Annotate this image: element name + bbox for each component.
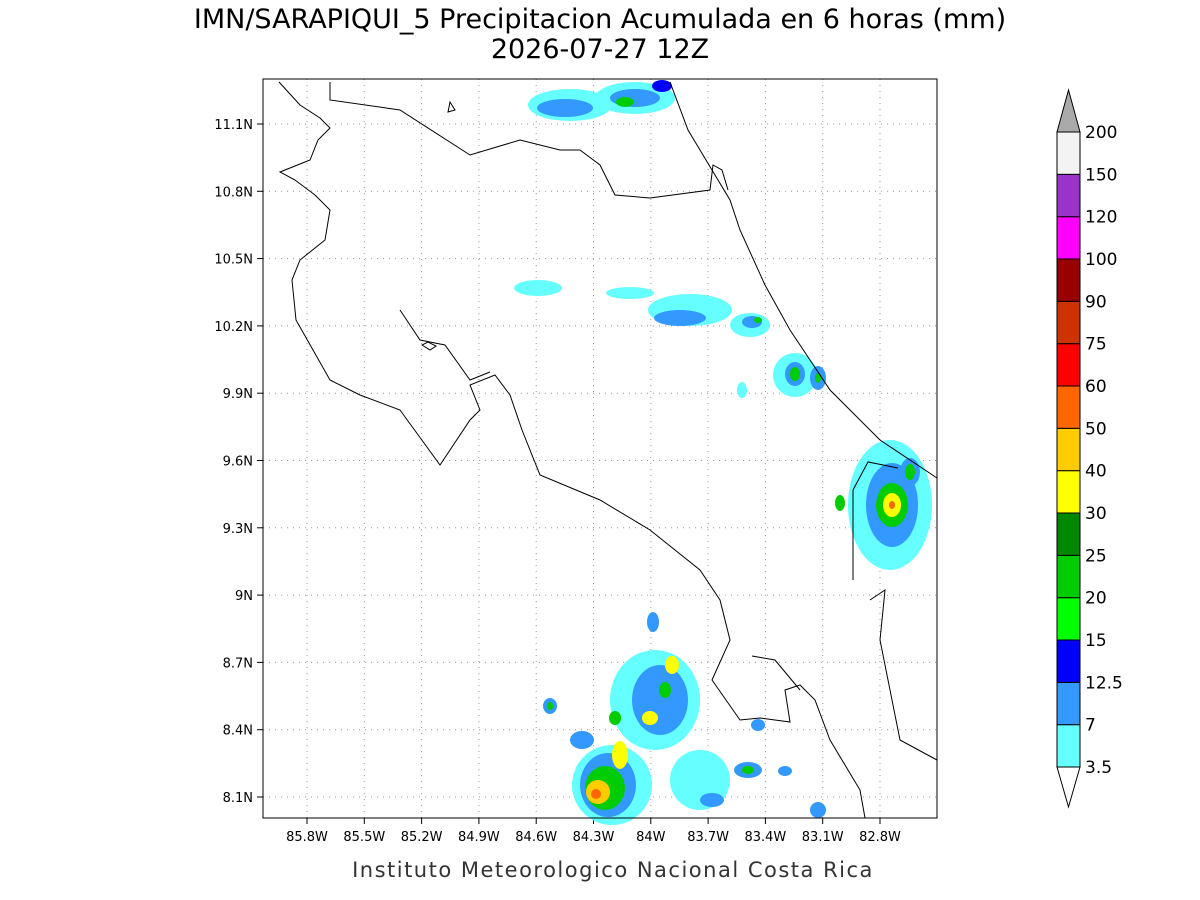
lon-tick-label: 85.8W (286, 830, 328, 845)
colorbar-label: 75 (1085, 335, 1107, 355)
lon-tick-label: 84.6W (515, 830, 557, 845)
title: IMN/SARAPIQUI_5 Precipitacion Acumulada … (194, 4, 1006, 35)
colorbar-box (1056, 681, 1081, 726)
colorbar-box (1056, 131, 1081, 175)
colorbar-box (1056, 512, 1081, 556)
colorbar-label: 25 (1085, 546, 1107, 566)
lon-tick-label: 83.4W (744, 830, 786, 845)
lon-tick-label: 83.7W (687, 830, 729, 845)
footer: Instituto Meteorologico Nacional Costa R… (352, 858, 874, 882)
lat-tick-label: 10.2N (214, 320, 253, 335)
subtitle: 2026-07-27 12Z (491, 34, 709, 65)
colorbar-box (1056, 385, 1081, 429)
colorbar: 3.5 7 12.5 15 20 25 30 40 50 60 75 90 100 120 150 200 (1056, 88, 1123, 809)
colorbar-label: 12.5 (1085, 673, 1123, 693)
lon-tick-label: 85.5W (343, 830, 385, 845)
colorbar-label: 7 (1085, 716, 1096, 736)
colorbar-box (1056, 173, 1081, 218)
lat-tick-label: 8.4N (223, 724, 253, 739)
map-frame (262, 78, 938, 819)
grid: 85.8W 85.5W 85.2W 84.9W 84.6W 84.3W 84W 83.7W 83… (214, 79, 937, 845)
lat-tick-label: 9N (235, 589, 253, 604)
lat-tick-label: 10.8N (214, 185, 253, 200)
colorbar-box (1056, 554, 1081, 599)
colorbar-box (1056, 724, 1081, 768)
colorbar-label: 120 (1085, 208, 1117, 228)
colorbar-box (1056, 300, 1081, 345)
colorbar-below (1056, 766, 1081, 809)
colorbar-box (1056, 639, 1081, 683)
colorbar-label: 90 (1085, 292, 1107, 312)
coastline (278, 81, 938, 819)
lon-tick-label: 83.1W (802, 830, 844, 845)
colorbar-label: 200 (1085, 123, 1117, 143)
lon-tick-label: 84.3W (573, 830, 615, 845)
colorbar-label: 30 (1085, 504, 1107, 524)
lat-tick-label: 9.9N (223, 387, 253, 402)
colorbar-box (1056, 343, 1081, 387)
colorbar-label: 60 (1085, 377, 1107, 397)
lat-tick-label: 8.7N (223, 656, 253, 671)
lat-tick-label: 8.1N (223, 791, 253, 806)
lat-tick-label: 10.5N (214, 253, 253, 268)
lon-tick-label: 84.9W (458, 830, 500, 845)
lon-tick-label: 85.2W (401, 830, 443, 845)
lat-tick-label: 11.1N (214, 118, 253, 133)
precipitation (514, 80, 932, 825)
lat-tick-label: 9.6N (223, 455, 253, 470)
colorbar-box (1056, 470, 1081, 514)
colorbar-box (1056, 216, 1081, 260)
lat-tick-label: 9.3N (223, 522, 253, 537)
colorbar-above (1056, 88, 1081, 133)
colorbar-label: 50 (1085, 419, 1107, 439)
colorbar-label: 3.5 (1085, 758, 1112, 778)
colorbar-box (1056, 597, 1081, 641)
colorbar-label: 20 (1085, 589, 1107, 609)
colorbar-box (1056, 427, 1081, 472)
colorbar-box (1056, 258, 1081, 302)
lon-tick-label: 82.8W (859, 830, 901, 845)
colorbar-label: 100 (1085, 250, 1117, 270)
colorbar-label: 15 (1085, 631, 1107, 651)
colorbar-label: 40 (1085, 462, 1107, 482)
colorbar-label: 150 (1085, 165, 1117, 185)
lon-tick-label: 84W (636, 830, 666, 845)
